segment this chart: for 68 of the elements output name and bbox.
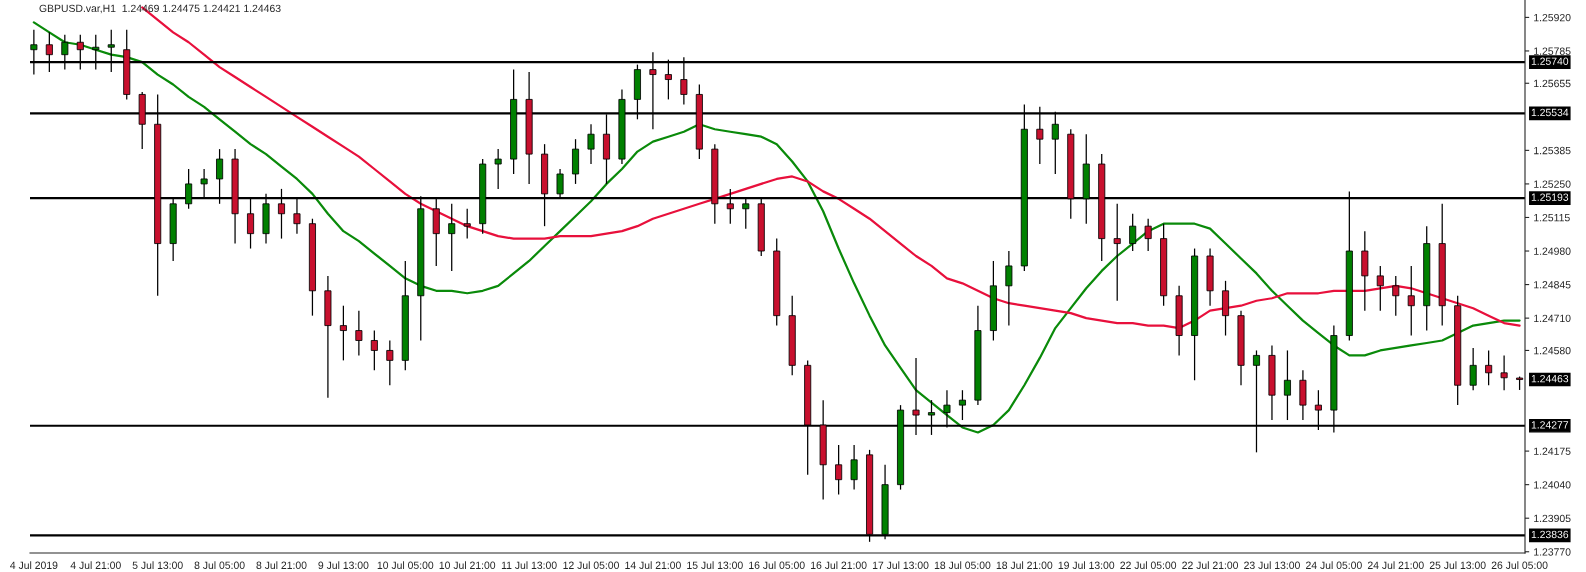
candlestick: [1144, 218, 1152, 252]
candlestick: [958, 389, 966, 421]
candlestick: [1392, 275, 1400, 317]
y-tick-label: 1.23770: [1534, 548, 1571, 556]
x-tick-label: 15 Jul 13:00: [687, 561, 743, 569]
y-tick-label: 1.25785: [1534, 47, 1571, 55]
candlestick: [339, 305, 347, 362]
y-tick-label: 1.24710: [1534, 314, 1571, 323]
x-tick-label: 22 Jul 21:00: [1182, 561, 1239, 569]
y-tick-label: 1.25250: [1534, 180, 1571, 188]
text: 1.24463: [1531, 374, 1569, 383]
x-tick-label: 16 Jul 21:00: [811, 561, 867, 569]
x-tick-label: 23 Jul 13:00: [1244, 561, 1300, 569]
ref-line-label: 1.25740: [1531, 57, 1569, 65]
x-tick-label: 8 Jul 21:00: [256, 561, 307, 569]
candlestick: [355, 310, 363, 357]
candlestick: [1500, 354, 1508, 391]
x-tick-label: 18 Jul 05:00: [934, 561, 991, 569]
y-tick-label: 1.25385: [1534, 146, 1571, 155]
candlestick: [835, 444, 843, 496]
y-tick-label: 1.24580: [1534, 346, 1571, 355]
x-tick-label: 9 Jul 13:00: [318, 561, 369, 569]
ref-line-label: 1.25193: [1531, 193, 1569, 201]
x-tick-label: 22 Jul 05:00: [1120, 561, 1177, 569]
x-tick-label: 11 Jul 13:00: [501, 561, 557, 569]
candlestick: [1129, 213, 1137, 252]
y-tick-label: 1.24040: [1534, 481, 1571, 489]
x-tick-label: 10 Jul 05:00: [377, 561, 434, 569]
x-tick-label: 26 Jul 05:00: [1491, 561, 1548, 569]
x-tick-label: 19 Jul 13:00: [1058, 561, 1115, 569]
y-tick-label: 1.24980: [1534, 247, 1571, 255]
x-tick-label: 16 Jul 05:00: [749, 561, 805, 569]
candlestick: [1005, 250, 1013, 327]
x-tick-label: 4 Jul 21:00: [70, 561, 121, 569]
candlestick: [370, 329, 378, 371]
x-tick-label: 5 Jul 13:00: [132, 561, 183, 569]
ref-line-label: 1.24277: [1531, 421, 1569, 429]
y-tick-label: 1.25115: [1534, 213, 1570, 222]
candlestick: [850, 444, 858, 491]
candlestick: [1469, 347, 1477, 391]
candlestick: [1407, 265, 1415, 337]
candlestick: [386, 339, 394, 386]
x-tick-label: 12 Jul 05:00: [563, 561, 619, 569]
candlestick: [1485, 349, 1493, 386]
line-series: [32, 21, 1521, 434]
x-tick-label: 17 Jul 13:00: [872, 561, 929, 569]
x-tick-label: 18 Jul 21:00: [996, 561, 1053, 569]
y-tick-label: 1.24845: [1534, 281, 1571, 289]
x-tick-label: 10 Jul 21:00: [439, 561, 496, 569]
candlestick: [494, 148, 502, 190]
x-tick-label: 24 Jul 21:00: [1367, 561, 1424, 569]
candlestick: [1376, 265, 1384, 312]
x-tick-label: 25 Jul 13:00: [1429, 561, 1486, 569]
y-tick-label: 1.23905: [1534, 514, 1571, 523]
ref-line-label: 1.25534: [1531, 108, 1569, 117]
candlestick: [587, 123, 595, 165]
y-tick-label: 1.25920: [1534, 13, 1571, 22]
candlestick: [1283, 349, 1291, 421]
y-tick-label: 1.25655: [1534, 79, 1571, 88]
ref-line-label: 1.23836: [1531, 530, 1569, 539]
candlestick: [448, 203, 456, 272]
x-tick-label: 24 Jul 05:00: [1306, 561, 1362, 569]
x-tick-label: 4 Jul 2019: [10, 561, 58, 569]
y-tick-label: 1.24175: [1534, 447, 1571, 455]
x-tick-label: 14 Jul 21:00: [625, 561, 681, 569]
x-tick-label: 8 Jul 05:00: [194, 561, 245, 569]
candlestick: [463, 208, 471, 240]
candlestick: [1113, 203, 1121, 302]
